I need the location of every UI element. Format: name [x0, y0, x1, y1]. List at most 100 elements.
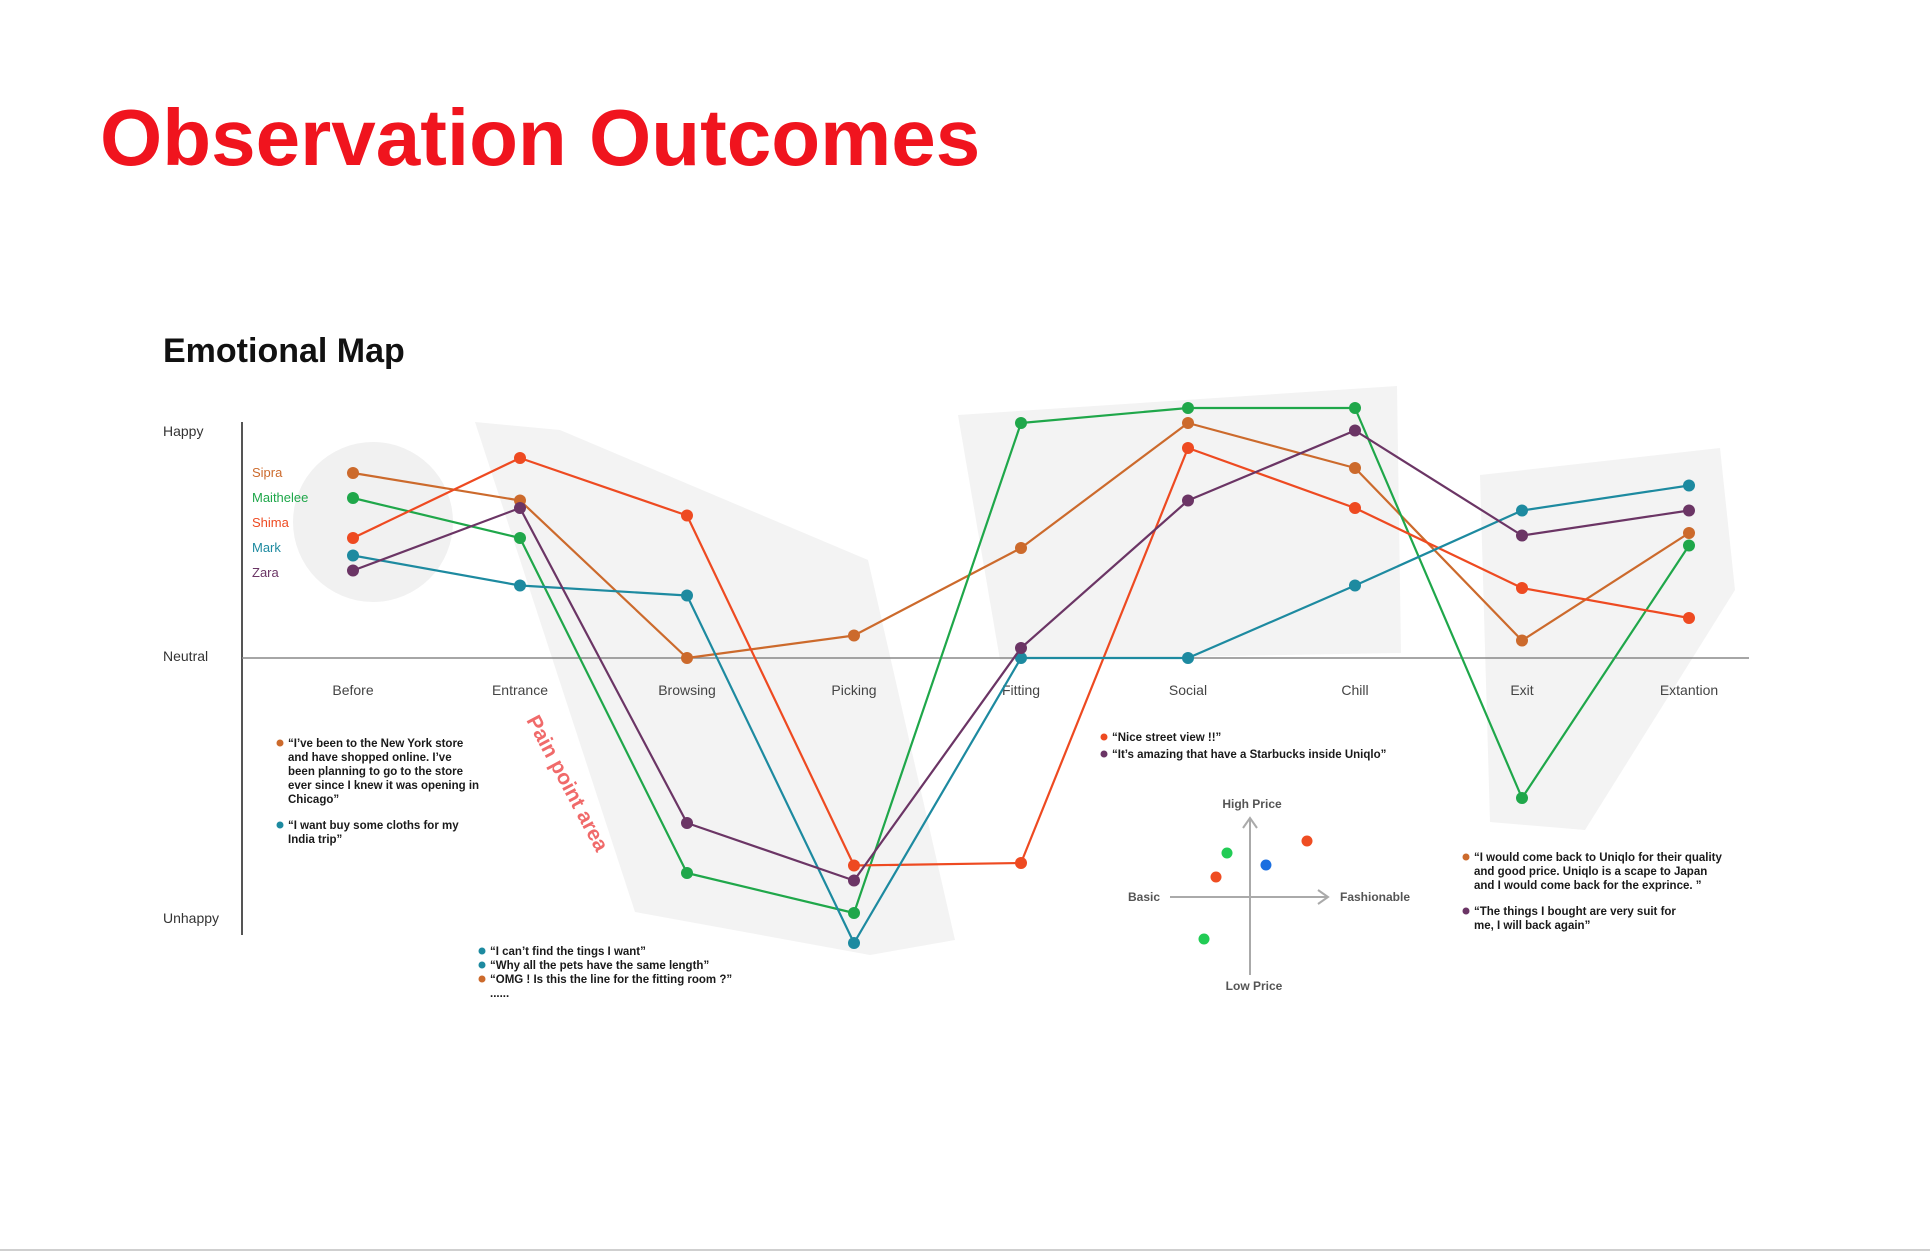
- posmap-up-arrow: [1242, 816, 1258, 829]
- data-point: [848, 859, 860, 872]
- posmap-low-label: Low Price: [1226, 979, 1283, 993]
- data-point: [1015, 417, 1027, 429]
- data-point: [848, 874, 860, 887]
- quote-ellipsis: ......: [490, 988, 509, 1000]
- legend-label: Mark: [252, 540, 281, 555]
- data-point: [681, 589, 693, 602]
- x-tick-label: Extantion: [1660, 682, 1718, 698]
- data-point: [1015, 652, 1027, 664]
- data-point: [1182, 652, 1194, 664]
- legend-label: Sipra: [252, 465, 283, 480]
- data-point: [1182, 494, 1194, 507]
- quote-text: and I would come back for the exprince. …: [1474, 880, 1702, 892]
- quote-text: “OMG ! Is this the line for the fitting …: [490, 974, 732, 986]
- data-point: [681, 652, 693, 664]
- data-point: [514, 579, 526, 592]
- data-point: [1516, 792, 1528, 804]
- y-label-happy: Happy: [163, 423, 203, 439]
- quote-bullet: [1462, 853, 1470, 861]
- posmap-dot: [1210, 871, 1222, 883]
- data-point: [1349, 502, 1361, 514]
- data-point: [1015, 542, 1027, 554]
- data-point: [1349, 579, 1361, 592]
- fitting-social-highlight-region: [958, 386, 1401, 660]
- bottom-divider: [0, 1249, 1930, 1251]
- quote-bullet: [1100, 750, 1108, 758]
- data-point: [1349, 424, 1361, 437]
- x-tick-label: Before: [332, 682, 373, 698]
- y-label-unhappy: Unhappy: [163, 910, 219, 926]
- chart-title: Emotional Map: [163, 332, 405, 370]
- quote-bullet: [276, 821, 284, 829]
- quote-text: “The things I bought are very suit for: [1474, 906, 1676, 918]
- quote-bullet: [276, 739, 284, 747]
- quote-text: “I’ve been to the New York store: [288, 738, 463, 750]
- data-point: [347, 549, 359, 562]
- data-point: [1015, 642, 1027, 654]
- x-tick-labels: Before Entrance Browsing Picking Fitting Soci…: [332, 682, 1718, 698]
- data-point: [1516, 582, 1528, 594]
- data-point: [848, 907, 860, 919]
- posmap-dot: [1301, 835, 1313, 847]
- quote-bullet: [1100, 733, 1108, 741]
- data-point: [514, 532, 526, 544]
- posmap-right-label: Fashionable: [1340, 890, 1410, 904]
- data-point: [1516, 634, 1528, 647]
- x-tick-label: Picking: [831, 682, 876, 698]
- data-point: [347, 532, 359, 544]
- posmap-right-arrow: [1317, 889, 1330, 905]
- posmap-dot: [1221, 847, 1233, 859]
- data-point: [1182, 402, 1194, 414]
- legend-label: Shima: [252, 515, 290, 530]
- quote-text: “Nice street view !!”: [1112, 732, 1221, 744]
- data-point: [1182, 417, 1194, 429]
- quote-text: “I can’t find the tings I want”: [490, 946, 646, 958]
- data-point: [1015, 857, 1027, 869]
- quote-text: “Why all the pets have the same length”: [490, 960, 709, 972]
- quote-text: “I would come back to Uniqlo for their q…: [1474, 852, 1723, 864]
- quote-text: ever since I knew it was opening in: [288, 780, 479, 792]
- legend-label: Zara: [252, 565, 280, 580]
- quote-bullet: [1462, 907, 1470, 915]
- data-point: [681, 509, 693, 522]
- quote-text: India trip”: [288, 834, 342, 846]
- quote-bullet: [478, 947, 486, 955]
- axes: Happy Neutral Unhappy: [163, 422, 1749, 935]
- data-point: [347, 564, 359, 577]
- data-point: [1182, 442, 1194, 454]
- legend-label: Maithelee: [252, 490, 308, 505]
- data-point: [1683, 612, 1695, 624]
- quote-text: “I want buy some cloths for my: [288, 820, 459, 832]
- quote-text: been planning to go to the store: [288, 766, 463, 778]
- data-point: [514, 452, 526, 464]
- y-label-neutral: Neutral: [163, 648, 208, 664]
- posmap-dot: [1260, 859, 1272, 871]
- pain-highlight-region: [475, 422, 955, 955]
- x-tick-label: Chill: [1341, 682, 1368, 698]
- data-point: [347, 492, 359, 504]
- data-point: [1683, 479, 1695, 492]
- page-title: Observation Outcomes: [100, 93, 981, 182]
- before-highlight-region: [293, 442, 453, 602]
- data-point: [1349, 462, 1361, 474]
- quote-text: “It’s amazing that have a Starbucks insi…: [1112, 749, 1386, 761]
- posmap-dot: [1198, 933, 1210, 945]
- x-tick-label: Social: [1169, 682, 1207, 698]
- x-tick-label: Browsing: [658, 682, 716, 698]
- quote-text: and good price. Uniqlo is a scape to Jap…: [1474, 866, 1707, 878]
- data-point: [1683, 504, 1695, 517]
- data-point: [681, 817, 693, 829]
- data-point: [1683, 539, 1695, 552]
- data-point: [681, 867, 693, 879]
- data-point: [1683, 527, 1695, 539]
- quote-bullet: [478, 961, 486, 969]
- legend: Sipra Maithelee Shima Mark Zara: [252, 465, 308, 580]
- data-point: [347, 467, 359, 479]
- quote-text: me, I will back again”: [1474, 920, 1590, 932]
- data-point: [848, 937, 860, 949]
- series-lines: [347, 402, 1695, 949]
- quote-bullet: [478, 975, 486, 983]
- posmap-left-label: Basic: [1128, 890, 1160, 904]
